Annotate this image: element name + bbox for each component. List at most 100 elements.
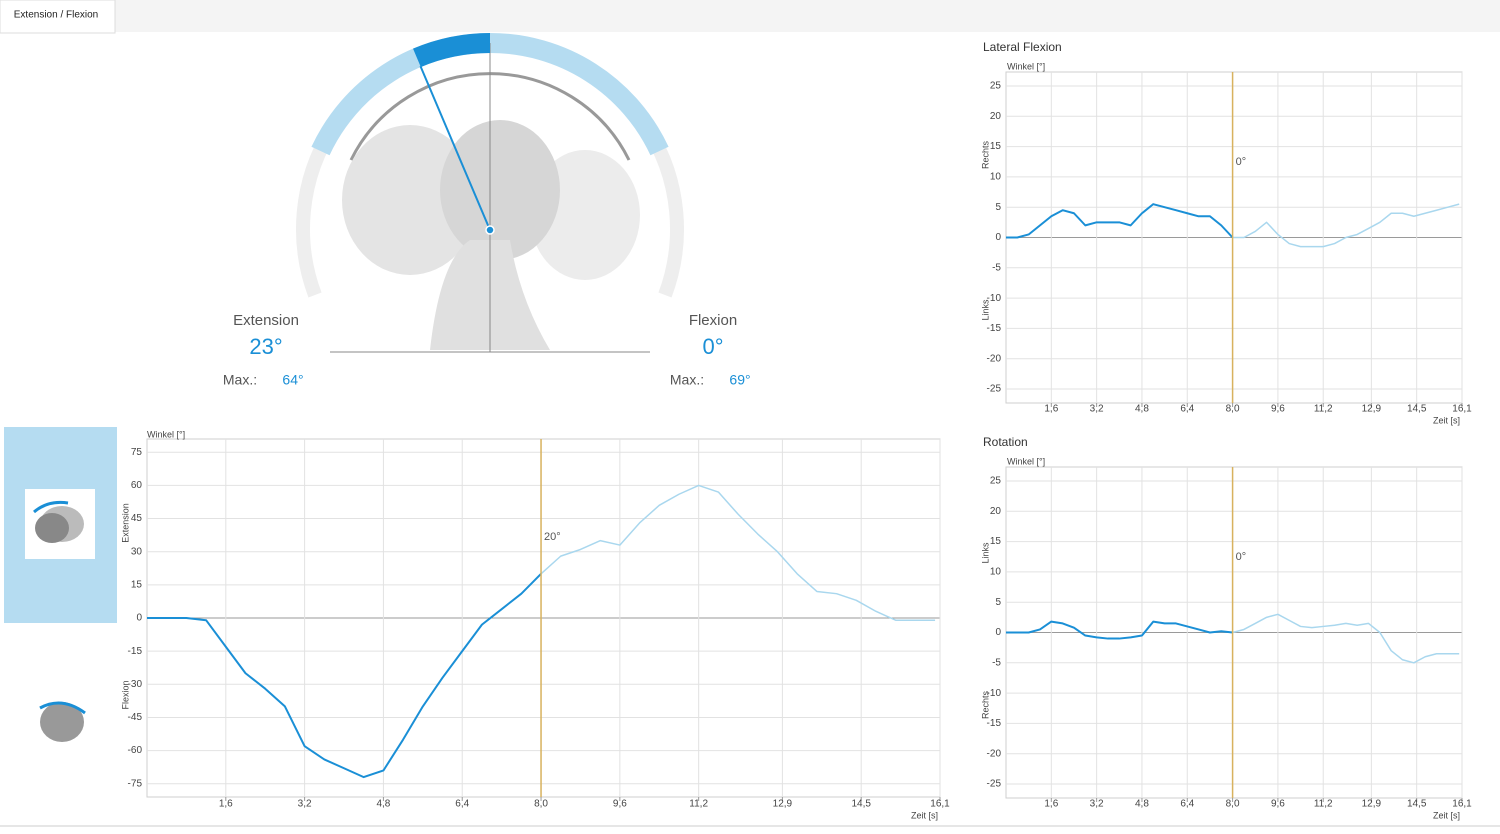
- chart-title: Lateral Flexion: [983, 40, 1062, 54]
- y-tick-label: 60: [131, 480, 143, 491]
- x-axis-label: Zeit [s]: [911, 810, 938, 820]
- cursor-label: 20°: [544, 531, 561, 543]
- y-tick-label: -25: [987, 384, 1002, 395]
- y-tick-label: -10: [987, 293, 1002, 304]
- y-tick-label: 25: [990, 476, 1002, 487]
- y-tick-label: 10: [990, 567, 1002, 578]
- data-line: [1232, 613, 1460, 664]
- x-tick-label: 11,2: [1314, 799, 1333, 810]
- y-tick-label: -15: [128, 646, 143, 657]
- y-tick-label: 15: [990, 536, 1002, 547]
- y-tick-label: 5: [995, 202, 1001, 213]
- y-tick-label: 0: [995, 627, 1001, 638]
- y-tick-label: 30: [131, 546, 143, 557]
- x-tick-label: 12,9: [773, 799, 793, 810]
- x-tick-label: 6,4: [1180, 799, 1194, 810]
- y-tick-label: 5: [995, 597, 1001, 608]
- cursor-label: 0°: [1236, 156, 1247, 168]
- x-tick-label: 8,0: [1226, 404, 1240, 415]
- x-tick-label: 11,2: [1314, 404, 1333, 415]
- chart-title: Rotation: [983, 435, 1028, 449]
- head-image: [342, 125, 478, 275]
- x-tick-label: 14,5: [1407, 799, 1427, 810]
- x-tick-label: 9,6: [613, 799, 627, 810]
- x-tick-label: 16,1: [930, 799, 950, 810]
- y-axis-label-lower: Links: [980, 299, 990, 321]
- head-icon: [35, 513, 69, 543]
- x-tick-label: 16,1: [1452, 404, 1472, 415]
- max-label: Max.:: [223, 372, 257, 388]
- y-tick-label: 20: [990, 506, 1002, 517]
- y-tick-label: 0: [136, 613, 142, 624]
- y-axis-label-upper: Links: [980, 542, 990, 564]
- x-tick-label: 6,4: [1180, 404, 1194, 415]
- x-tick-label: 6,4: [455, 799, 469, 810]
- extension-arc: [413, 33, 491, 68]
- max-label: Max.:: [670, 372, 704, 388]
- x-tick-label: 14,5: [1407, 404, 1427, 415]
- y-tick-label: -75: [128, 778, 143, 789]
- x-tick-label: 4,8: [1135, 404, 1149, 415]
- tab-bar: [0, 0, 1500, 32]
- y-tick-label: -45: [128, 712, 143, 723]
- y-tick-label: -25: [987, 779, 1002, 790]
- y-tick-label: -15: [987, 323, 1002, 334]
- extension-value: 23°: [249, 334, 282, 359]
- y-axis-label: Winkel [°]: [147, 429, 185, 439]
- x-tick-label: 1,6: [1044, 799, 1058, 810]
- x-tick-label: 4,8: [376, 799, 390, 810]
- x-tick-label: 8,0: [534, 799, 548, 810]
- cursor-label: 0°: [1236, 551, 1247, 563]
- gauge-pivot: [485, 225, 495, 235]
- gauge: [296, 32, 684, 353]
- x-tick-label: 16,1: [1452, 799, 1472, 810]
- x-tick-label: 1,6: [219, 799, 233, 810]
- data-line: [1006, 203, 1234, 239]
- y-axis-label-upper: Extension: [120, 503, 130, 543]
- y-tick-label: 25: [990, 81, 1002, 92]
- y-axis-label-lower: Flexion: [120, 680, 130, 709]
- x-tick-label: 11,2: [689, 799, 708, 810]
- x-tick-label: 9,6: [1271, 404, 1285, 415]
- x-tick-label: 14,5: [851, 799, 871, 810]
- y-tick-label: -15: [987, 718, 1002, 729]
- arrow-icon: [33, 500, 69, 514]
- data-line: [1006, 620, 1233, 640]
- flexion-label: Flexion: [689, 312, 737, 329]
- x-axis-label: Zeit [s]: [1433, 810, 1460, 820]
- gauge-needle: [419, 65, 491, 231]
- max-value: 64°: [282, 372, 303, 388]
- y-tick-label: 75: [131, 447, 143, 458]
- y-tick-label: 45: [131, 513, 143, 524]
- y-tick-label: -20: [987, 748, 1002, 759]
- y-tick-label: -20: [987, 353, 1002, 364]
- x-tick-label: 4,8: [1135, 799, 1149, 810]
- y-tick-label: -5: [992, 262, 1001, 273]
- max-value: 69°: [729, 372, 750, 388]
- y-tick-label: 0: [995, 232, 1001, 243]
- x-tick-label: 8,0: [1226, 799, 1240, 810]
- x-tick-label: 3,2: [1090, 799, 1104, 810]
- x-tick-label: 12,9: [1362, 404, 1382, 415]
- arrow-icon: [39, 701, 86, 715]
- flexion-value: 0°: [702, 334, 723, 359]
- y-tick-label: -30: [128, 679, 143, 690]
- data-line: [540, 484, 936, 621]
- y-tick-label: 20: [990, 111, 1002, 122]
- tab[interactable]: [0, 0, 116, 34]
- head-icon[interactable]: [40, 702, 84, 742]
- y-axis-label-upper: Rechts: [980, 140, 990, 169]
- tab-label: Extension / Flexion: [14, 10, 99, 21]
- x-tick-label: 3,2: [298, 799, 312, 810]
- x-tick-label: 9,6: [1271, 799, 1285, 810]
- y-axis-label-lower: Rechts: [980, 690, 990, 719]
- head-image: [440, 120, 560, 260]
- x-tick-label: 1,6: [1044, 404, 1058, 415]
- extension-label: Extension: [233, 312, 299, 329]
- x-axis-label: Zeit [s]: [1433, 415, 1460, 425]
- data-line: [1232, 203, 1460, 248]
- y-tick-label: 10: [990, 172, 1002, 183]
- y-tick-label: -60: [128, 745, 143, 756]
